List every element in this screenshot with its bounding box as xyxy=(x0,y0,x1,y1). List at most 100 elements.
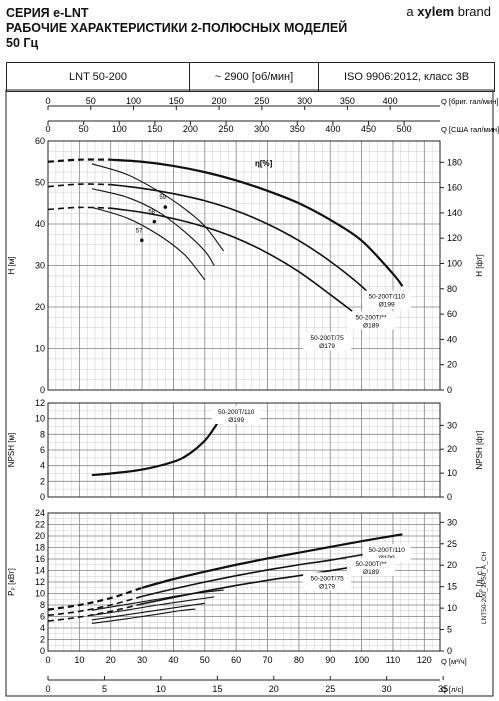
y-tick-label: 10 xyxy=(35,344,45,354)
curve-label-bg xyxy=(303,572,352,591)
series-line xyxy=(110,158,404,287)
efficiency-point xyxy=(152,219,157,224)
y-tick-label: 30 xyxy=(35,261,45,271)
right-tick-label: 30 xyxy=(447,420,457,430)
x-tick-label: 10 xyxy=(74,655,84,665)
x-tick-label: 0 xyxy=(45,655,50,665)
top-tick-label: 100 xyxy=(112,124,127,134)
top-tick-label: 250 xyxy=(219,124,234,134)
right-tick-label: 10 xyxy=(447,468,457,478)
top-tick-label: 50 xyxy=(86,96,96,106)
top-tick-label: 400 xyxy=(325,124,340,134)
right-tick-label: 120 xyxy=(447,233,462,243)
brand-prefix: a xyxy=(406,4,414,19)
series-line xyxy=(91,188,215,266)
panel-frame xyxy=(47,140,441,391)
x-tick-label: 40 xyxy=(168,655,178,665)
curve-label-diameter: Ø189 xyxy=(363,322,379,329)
x-tick-label: 80 xyxy=(294,655,304,665)
right-tick-label: 15 xyxy=(447,582,457,592)
curve-label-bg xyxy=(303,332,352,351)
curve-label-bg xyxy=(212,405,261,424)
series-line xyxy=(91,206,206,281)
right-tick-label: 5 xyxy=(447,625,452,635)
x-tick-label: 20 xyxy=(106,655,116,665)
curve-label-model: 50-200T/** xyxy=(355,314,387,321)
efficiency-point-label: 59 xyxy=(159,195,166,201)
right-tick-label: 30 xyxy=(447,517,457,527)
x-tick-label-secondary: 30 xyxy=(382,684,392,694)
top-tick-label: 400 xyxy=(383,96,398,106)
top-tick-label: 300 xyxy=(254,124,269,134)
top-axis-label: Q [бриг. гал/мин] xyxy=(441,97,498,106)
top-tick-label: 300 xyxy=(297,96,312,106)
top-tick-label: 150 xyxy=(147,124,162,134)
curve-label-bg xyxy=(362,290,411,309)
top-tick-label: 350 xyxy=(290,124,305,134)
curve-label-model: 50-200T/75 xyxy=(310,335,344,342)
brand-name: xylem xyxy=(417,4,455,19)
y-axis-label-left: NPSH [м] xyxy=(7,433,16,467)
series-line-dashed xyxy=(47,586,143,611)
y-tick-label: 0 xyxy=(40,646,45,656)
series-line xyxy=(141,566,353,605)
right-tick-label: 80 xyxy=(447,284,457,294)
y-tick-label: 8 xyxy=(40,429,45,439)
curve-label-model: 50-200T/110 xyxy=(218,409,255,416)
curve-label-diameter: Ø189 xyxy=(363,569,379,576)
panel-frame xyxy=(47,402,441,498)
y-tick-label: 4 xyxy=(40,461,45,471)
y-tick-label: 12 xyxy=(35,398,45,408)
outer-frame xyxy=(5,89,494,697)
x-tick-label-secondary: 0 xyxy=(45,684,50,694)
curve-label-model: 50-200T/** xyxy=(355,561,387,568)
efficiency-label: η[%] xyxy=(255,159,273,168)
x-axis-label: Q [м³/ч] xyxy=(441,657,467,666)
right-tick-label: 0 xyxy=(447,492,452,502)
series-line-dashed xyxy=(47,158,111,163)
y-axis-label-right: Pₚ [л. с.] xyxy=(475,567,484,598)
right-tick-label: 100 xyxy=(447,259,462,269)
y-tick-label: 18 xyxy=(35,543,45,553)
top-tick-label: 250 xyxy=(254,96,269,106)
top-axis-label: Q [США гал/мин] xyxy=(441,125,499,134)
top-tick-label: 200 xyxy=(183,124,198,134)
x-tick-label: 30 xyxy=(137,655,147,665)
series-line-dashed xyxy=(47,603,143,622)
top-tick-label: 500 xyxy=(397,124,412,134)
series-line xyxy=(141,533,403,589)
panel-frame xyxy=(47,512,441,652)
x-tick-label-secondary: 5 xyxy=(102,684,107,694)
series-line xyxy=(110,207,353,312)
series-line-dashed xyxy=(47,183,111,188)
y-tick-label: 20 xyxy=(35,302,45,312)
y-tick-label: 22 xyxy=(35,520,45,530)
y-axis-label-left: H [м] xyxy=(7,257,16,275)
efficiency-point-label: 58 xyxy=(148,210,155,216)
y-tick-label: 10 xyxy=(35,414,45,424)
y-tick-label: 6 xyxy=(40,445,45,455)
series-line xyxy=(91,602,205,621)
y-tick-label: 40 xyxy=(35,219,45,229)
y-tick-label: 14 xyxy=(35,566,45,576)
x-tick-label-secondary: 35 xyxy=(438,684,448,694)
right-tick-label: 60 xyxy=(447,309,457,319)
top-tick-label: 200 xyxy=(212,96,227,106)
right-tick-label: 10 xyxy=(447,603,457,613)
y-tick-label: 60 xyxy=(35,136,45,146)
y-tick-label: 2 xyxy=(40,476,45,486)
top-tick-label: 50 xyxy=(79,124,89,134)
series-line xyxy=(91,608,196,624)
y-axis-label-right: H [фт] xyxy=(475,254,484,277)
y-tick-label: 4 xyxy=(40,623,45,633)
series-title: СЕРИЯ e-LNT xyxy=(6,6,89,20)
speed-cell: ~ 2900 [об/мин] xyxy=(190,63,319,91)
series-line xyxy=(141,551,378,598)
y-tick-label: 16 xyxy=(35,554,45,564)
right-tick-label: 0 xyxy=(447,646,452,656)
efficiency-point-label: 57 xyxy=(136,228,143,234)
y-tick-label: 8 xyxy=(40,600,45,610)
y-tick-label: 0 xyxy=(40,492,45,502)
curve-label-diameter: Ø199 xyxy=(228,417,244,424)
x-tick-label: 120 xyxy=(417,655,432,665)
